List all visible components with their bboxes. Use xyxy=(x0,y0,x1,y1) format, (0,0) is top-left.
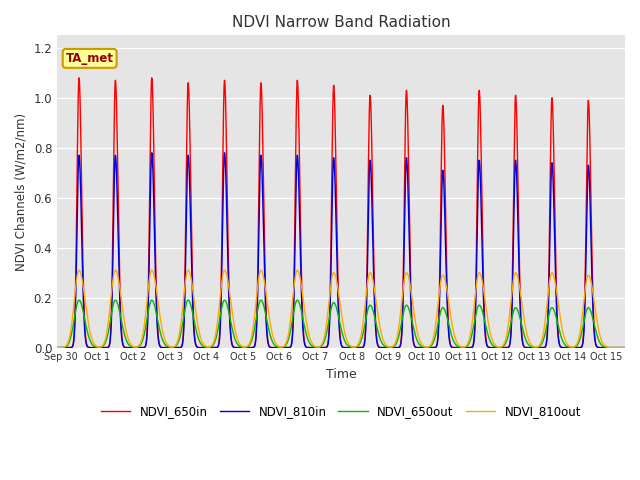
Text: TA_met: TA_met xyxy=(66,52,114,65)
NDVI_650in xyxy=(260,216,268,222)
NDVI_650out xyxy=(260,304,268,310)
NDVI_650out xyxy=(257,297,265,303)
NDVI_810out xyxy=(392,340,399,346)
Y-axis label: NDVI Channels (W/m2/nm): NDVI Channels (W/m2/nm) xyxy=(15,112,28,271)
NDVI_810in xyxy=(82,339,90,345)
NDVI_810out xyxy=(82,303,90,309)
NDVI_810out xyxy=(257,267,265,273)
NDVI_650out xyxy=(625,345,632,350)
NDVI_650out xyxy=(392,342,399,348)
NDVI_810out xyxy=(477,272,484,278)
NDVI_810out xyxy=(53,345,61,350)
NDVI_810out xyxy=(416,338,424,344)
NDVI_810out xyxy=(625,345,632,350)
Line: NDVI_810out: NDVI_810out xyxy=(57,270,628,348)
NDVI_650out xyxy=(477,304,484,310)
NDVI_810out xyxy=(508,296,515,302)
NDVI_650out xyxy=(53,345,61,350)
NDVI_650out xyxy=(82,322,90,328)
NDVI_650in xyxy=(477,127,484,132)
Line: NDVI_650in: NDVI_650in xyxy=(57,78,628,348)
NDVI_650in xyxy=(508,322,515,328)
NDVI_810out xyxy=(260,276,268,282)
NDVI_810in xyxy=(508,328,515,334)
NDVI_650out xyxy=(416,342,424,348)
Line: NDVI_810in: NDVI_810in xyxy=(57,153,628,348)
NDVI_650in xyxy=(392,345,399,350)
NDVI_810in xyxy=(53,345,61,350)
NDVI_650in xyxy=(82,337,90,343)
NDVI_650in xyxy=(53,345,61,350)
Title: NDVI Narrow Band Radiation: NDVI Narrow Band Radiation xyxy=(232,15,451,30)
NDVI_650in xyxy=(416,345,424,350)
NDVI_650in xyxy=(625,345,632,350)
NDVI_810in xyxy=(260,252,268,257)
NDVI_650out xyxy=(508,319,515,324)
NDVI_650in xyxy=(75,75,83,81)
Legend: NDVI_650in, NDVI_810in, NDVI_650out, NDVI_810out: NDVI_650in, NDVI_810in, NDVI_650out, NDV… xyxy=(96,400,586,423)
X-axis label: Time: Time xyxy=(326,368,356,381)
Line: NDVI_650out: NDVI_650out xyxy=(57,300,628,348)
NDVI_810in xyxy=(148,150,156,156)
NDVI_810in xyxy=(477,186,484,192)
NDVI_810in xyxy=(416,345,424,350)
NDVI_810in xyxy=(392,345,399,350)
NDVI_810in xyxy=(625,345,632,350)
